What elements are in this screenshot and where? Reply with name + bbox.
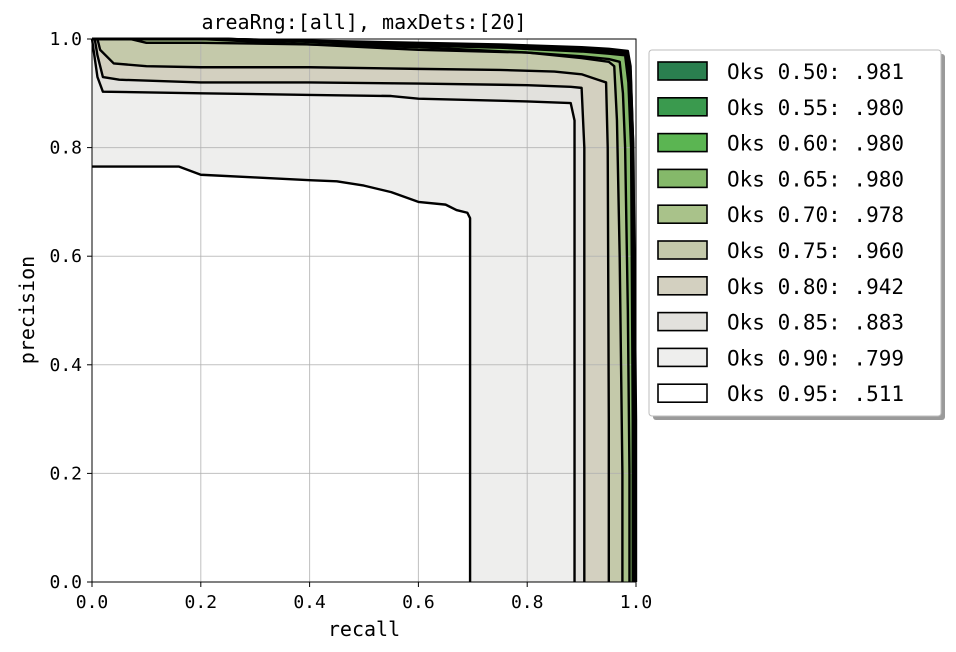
series-line-9 xyxy=(92,165,472,582)
series-line-7 xyxy=(93,38,586,582)
legend-swatch xyxy=(657,204,708,224)
legend-item: Oks 0.70: .978 xyxy=(657,203,904,227)
legend-label: Oks 0.95: .511 xyxy=(727,382,904,406)
legend-swatch xyxy=(657,311,708,332)
plot-frame xyxy=(91,38,637,583)
series-line-5 xyxy=(129,37,624,582)
y-axis-ticks: 0.0 0.2 0.4 0.6 0.8 1.0 xyxy=(49,29,92,593)
legend-label: Oks 0.90: .799 xyxy=(727,346,904,370)
legend-item: Oks 0.50: .981 xyxy=(657,60,904,84)
legend-label: Oks 0.85: .883 xyxy=(727,311,904,335)
legend-item: Oks 0.60: .980 xyxy=(657,132,904,156)
legend-label: Oks 0.80: .942 xyxy=(727,275,904,299)
x-axis-ticks: 0.0 0.2 0.4 0.6 0.8 1.0 xyxy=(76,582,653,613)
legend-swatch xyxy=(657,61,708,81)
x-tick-label: 0.6 xyxy=(402,592,435,613)
legend-item: Oks 0.95: .511 xyxy=(657,382,904,406)
y-axis-label: precision xyxy=(15,256,39,364)
x-tick-label: 0.4 xyxy=(293,592,326,613)
legend-item: Oks 0.90: .799 xyxy=(657,346,904,370)
y-tick-label: 0.4 xyxy=(49,355,82,376)
legend: Oks 0.50: .981 Oks 0.55: .980 Oks 0.60: .9… xyxy=(648,49,945,420)
x-tick-label: 0.8 xyxy=(511,592,544,613)
legend-item: Oks 0.75: .960 xyxy=(657,239,904,263)
legend-swatch xyxy=(657,275,708,296)
legend-label: Oks 0.75: .960 xyxy=(727,239,904,263)
legend-item: Oks 0.80: .942 xyxy=(657,275,904,299)
legend-label: Oks 0.55: .980 xyxy=(727,96,904,120)
legend-item: Oks 0.65: .980 xyxy=(657,167,904,191)
legend-item: Oks 0.55: .980 xyxy=(657,96,904,120)
legend-label: Oks 0.50: .981 xyxy=(727,60,904,84)
legend-label: Oks 0.70: .978 xyxy=(727,203,904,227)
x-tick-label: 0.2 xyxy=(185,592,218,613)
chart-title: areaRng:[all], maxDets:[20] xyxy=(201,10,526,34)
legend-label: Oks 0.60: .980 xyxy=(727,132,904,156)
y-tick-label: 0.0 xyxy=(49,572,82,593)
series-area-9 xyxy=(92,39,471,582)
x-tick-label: 0.0 xyxy=(76,592,109,613)
legend-swatch xyxy=(657,240,708,260)
y-tick-label: 1.0 xyxy=(49,29,82,50)
legend-box xyxy=(648,49,942,417)
series-areas xyxy=(92,39,636,582)
legend-items: Oks 0.50: .981 Oks 0.55: .980 Oks 0.60: .9… xyxy=(657,60,904,406)
x-tick-label: 1.0 xyxy=(620,592,653,613)
y-tick-label: 0.8 xyxy=(49,138,82,159)
y-tick-label: 0.6 xyxy=(49,246,82,267)
legend-label: Oks 0.65: .980 xyxy=(727,167,904,191)
series-line-6 xyxy=(96,38,610,582)
plot-area xyxy=(90,37,638,583)
series-line-3 xyxy=(92,37,634,582)
x-axis-label: recall xyxy=(328,617,400,641)
series-lines xyxy=(90,37,638,582)
legend-swatch xyxy=(657,97,708,117)
legend-item: Oks 0.85: .883 xyxy=(657,311,904,335)
series-line-8 xyxy=(90,38,576,582)
legend-swatch xyxy=(657,168,708,189)
legend-swatch xyxy=(657,383,708,404)
y-tick-label: 0.2 xyxy=(49,463,82,484)
legend-swatch xyxy=(657,347,708,368)
legend-swatch xyxy=(657,132,708,153)
